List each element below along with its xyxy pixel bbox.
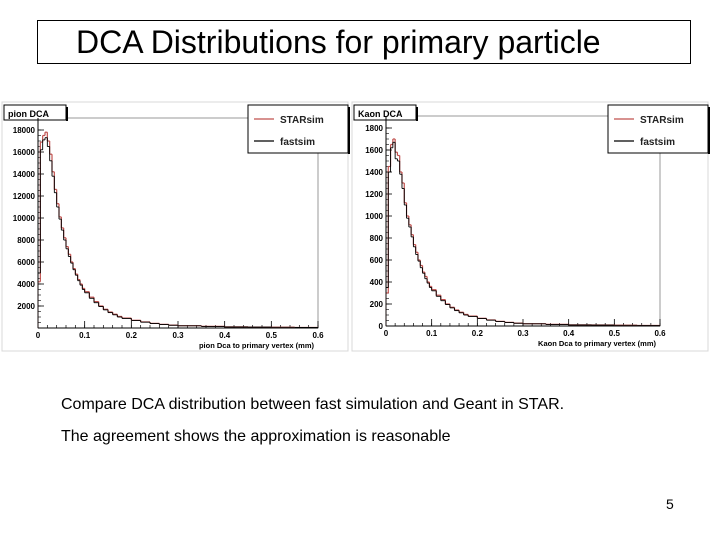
kaon-legend-label-fastsim: fastsim <box>640 137 675 148</box>
pion-y-tick-label: 18000 <box>13 126 36 135</box>
pion-x-tick-label: 0.3 <box>172 331 184 340</box>
kaon-legend-frame <box>607 104 709 154</box>
pion-y-tick-label: 16000 <box>13 148 36 157</box>
pion-y-tick-label: 12000 <box>13 192 36 201</box>
kaon-legend: STARsim fastsim <box>607 104 710 154</box>
kaon-y-tick-label: 1600 <box>365 146 383 155</box>
page-number: 5 <box>666 496 674 512</box>
kaon-x-tick-label: 0.1 <box>426 329 438 338</box>
kaon-x-tick-label: 0.2 <box>472 329 484 338</box>
pion-title-box: pion DCA <box>3 104 68 121</box>
kaon-y-tick-label: 1200 <box>365 190 383 199</box>
pion-x-tick-label: 0.4 <box>219 331 231 340</box>
pion-x-tick-label: 0.6 <box>312 331 324 340</box>
kaon-y-tick-label: 400 <box>370 278 384 287</box>
kaon-x-tick-label: 0 <box>384 329 389 338</box>
kaon-x-tick-label: 0.6 <box>654 329 666 338</box>
kaon-title-text: Kaon DCA <box>358 109 403 119</box>
kaon-dca-plot: Kaon DCA 0 0.1 0.2 0.3 0.4 0.5 0.6 0 200 400 600 800… <box>350 100 710 355</box>
pion-dca-plot: pion DCA 0 0.1 0.2 0.3 0.4 0.5 0.6 2000 4000 6000 8… <box>0 100 350 355</box>
pion-x-tick-label: 0 <box>36 331 41 340</box>
kaon-y-tick-label: 600 <box>370 256 384 265</box>
pion-legend: STARsim fastsim <box>247 104 350 154</box>
pion-x-axis-label: pion Dca to primary vertex (mm) <box>199 341 315 350</box>
pion-legend-label-fastsim: fastsim <box>280 137 315 148</box>
kaon-y-tick-label: 800 <box>370 234 384 243</box>
kaon-title-box: Kaon DCA <box>353 104 418 121</box>
pion-x-tick-label: 0.2 <box>126 331 138 340</box>
kaon-y-tick-label: 1000 <box>365 212 383 221</box>
caption-line-1: Compare DCA distribution between fast si… <box>61 396 565 413</box>
kaon-y-tick-label: 0 <box>379 322 384 331</box>
caption-line-2: The agreement shows the approximation is… <box>61 428 451 445</box>
pion-x-tick-label: 0.1 <box>79 331 91 340</box>
pion-y-tick-label: 8000 <box>17 236 35 245</box>
pion-legend-frame <box>247 104 349 154</box>
kaon-x-tick-label: 0.5 <box>609 329 621 338</box>
pion-y-tick-label: 10000 <box>13 214 36 223</box>
pion-legend-label-STARsim: STARsim <box>280 115 324 126</box>
kaon-y-tick-label: 1800 <box>365 124 383 133</box>
kaon-series-fastsim <box>385 141 661 327</box>
kaon-y-tick-label: 200 <box>370 300 384 309</box>
pion-chart-svg: pion DCA 0 0.1 0.2 0.3 0.4 0.5 0.6 2000 4000 6000 8… <box>1 101 350 352</box>
kaon-legend-label-STARsim: STARsim <box>640 115 684 126</box>
kaon-x-tick-label: 0.4 <box>563 329 575 338</box>
kaon-chart-svg: Kaon DCA 0 0.1 0.2 0.3 0.4 0.5 0.6 0 200 400 600 800… <box>351 101 710 352</box>
slide-title: DCA Distributions for primary particle <box>37 20 691 64</box>
kaon-y-tick-label: 1400 <box>365 168 383 177</box>
pion-y-tick-label: 14000 <box>13 170 36 179</box>
kaon-x-tick-label: 0.3 <box>517 329 529 338</box>
pion-title-text: pion DCA <box>8 109 49 119</box>
pion-series-fastsim <box>37 137 319 328</box>
pion-y-tick-label: 6000 <box>17 258 35 267</box>
kaon-x-axis-label: Kaon Dca to primary vertex (mm) <box>538 339 656 348</box>
pion-y-tick-label: 4000 <box>17 280 35 289</box>
pion-y-tick-label: 2000 <box>17 302 35 311</box>
pion-x-tick-label: 0.5 <box>266 331 278 340</box>
